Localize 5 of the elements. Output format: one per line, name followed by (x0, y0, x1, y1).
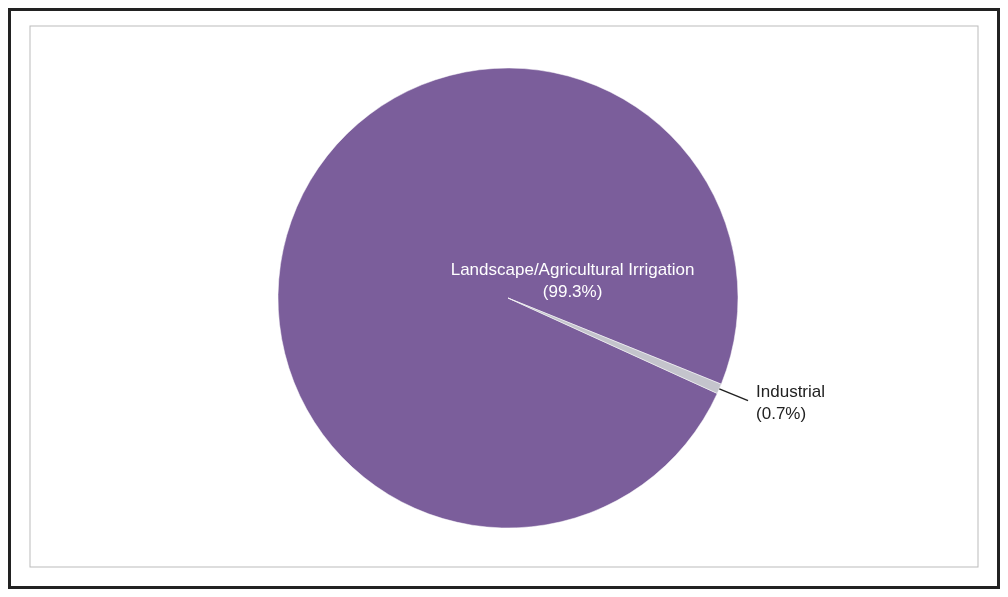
slice-label: Industrial (756, 381, 826, 401)
slice-label: Landscape/Agricultural Irrigation (450, 259, 695, 279)
data-label: (99.3%) (542, 281, 603, 301)
pie-slice (277, 67, 739, 529)
data-label: (0.7%) (756, 403, 807, 423)
